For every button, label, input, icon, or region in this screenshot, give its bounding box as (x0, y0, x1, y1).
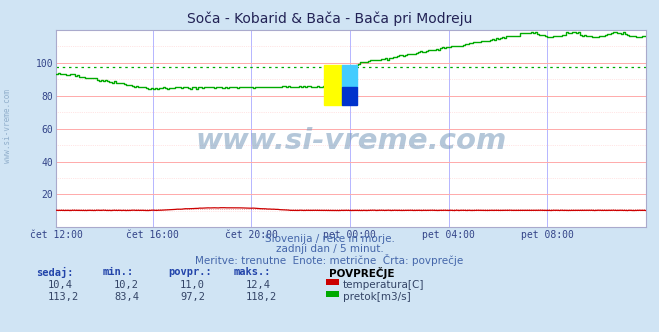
Text: zadnji dan / 5 minut.: zadnji dan / 5 minut. (275, 244, 384, 254)
Text: temperatura[C]: temperatura[C] (343, 280, 424, 290)
Text: Slovenija / reke in morje.: Slovenija / reke in morje. (264, 234, 395, 244)
Text: www.si-vreme.com: www.si-vreme.com (3, 89, 13, 163)
Bar (342, 65, 357, 87)
Text: 97,2: 97,2 (180, 292, 205, 302)
Text: 12,4: 12,4 (246, 280, 271, 290)
Text: maks.:: maks.: (234, 267, 272, 277)
Text: sedaj:: sedaj: (36, 267, 74, 278)
Text: 118,2: 118,2 (246, 292, 277, 302)
Text: 10,2: 10,2 (114, 280, 139, 290)
Text: min.:: min.: (102, 267, 133, 277)
Text: Soča - Kobarid & Bača - Bača pri Modreju: Soča - Kobarid & Bača - Bača pri Modreju (186, 12, 473, 26)
Text: 10,4: 10,4 (48, 280, 73, 290)
Text: Meritve: trenutne  Enote: metrične  Črta: povprečje: Meritve: trenutne Enote: metrične Črta: … (195, 254, 464, 266)
Bar (342, 87, 357, 105)
Text: 113,2: 113,2 (48, 292, 79, 302)
Text: POVPREČJE: POVPREČJE (330, 267, 395, 279)
Text: 11,0: 11,0 (180, 280, 205, 290)
Text: 83,4: 83,4 (114, 292, 139, 302)
Text: www.si-vreme.com: www.si-vreme.com (195, 126, 507, 154)
Text: povpr.:: povpr.: (168, 267, 212, 277)
Bar (324, 65, 342, 105)
Text: pretok[m3/s]: pretok[m3/s] (343, 292, 411, 302)
